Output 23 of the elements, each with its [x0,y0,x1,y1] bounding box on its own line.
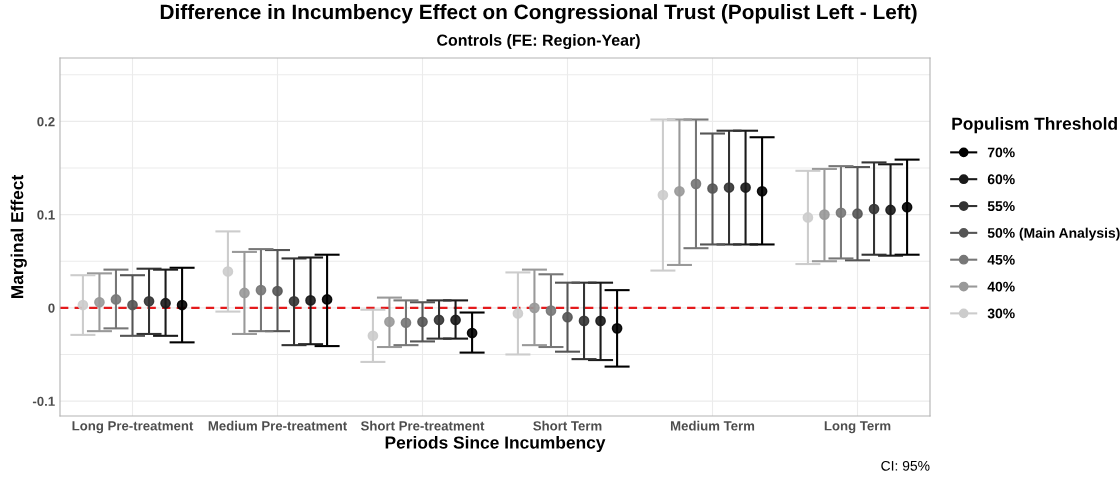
x-axis-title: Periods Since Incumbency [385,435,606,453]
legend-label: 40% [987,281,1015,292]
x-tick-label: Short Term [533,420,602,431]
legend-label: 30% [987,308,1015,319]
y-tick-label: 0.2 [37,116,55,127]
legend-label: 50% (Main Analysis) [987,227,1120,241]
x-tick-label: Long Term [824,421,891,434]
x-tick-label: Short Pre-treatment [360,420,485,431]
chart-title: Difference in Incumbency Effect on Congressional Trust (Populist Left - Left) [160,4,917,24]
legend-title: Populism Threshold [952,117,1117,134]
y-axis-title: Marginal Effect [10,174,27,299]
x-tick-label: Medium Pre-treatment [208,420,347,431]
legend-label: 45% [987,254,1015,265]
text: CI: 95% [881,460,930,471]
legend-label: 55% [987,201,1015,212]
y-tick-label: 0.1 [37,210,55,220]
chart-subtitle: Controls (FE: Region-Year) [437,34,640,50]
y-tick-label: 0 [48,303,55,313]
legend-label: 70% [987,147,1015,158]
x-tick-label: Medium Term [670,420,755,431]
legend-label: 60% [987,174,1015,185]
y-tick-label: -0.1 [32,396,55,406]
x-tick-label: Long Pre-treatment [72,421,194,434]
